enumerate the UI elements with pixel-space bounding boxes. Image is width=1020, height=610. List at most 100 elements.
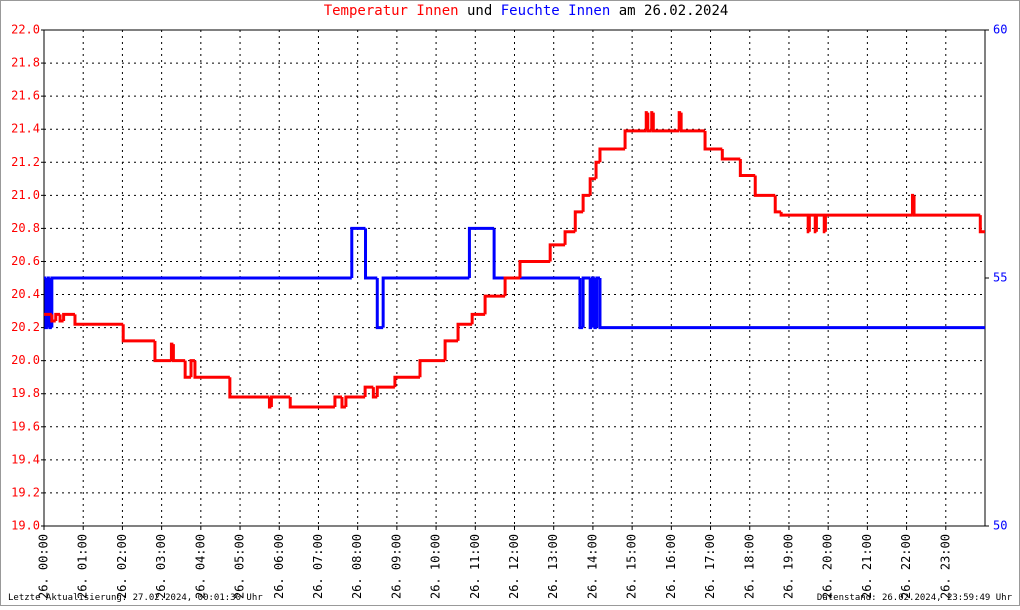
y-tick-label: 19.4 xyxy=(11,452,40,466)
line-segment xyxy=(344,395,366,407)
line-segment xyxy=(581,193,591,212)
footnote: Letzte Aktualisierung: 27.02.2024, 00:01… xyxy=(8,593,263,603)
x-tick-label: 26. 19:00 xyxy=(781,534,795,599)
line-segment xyxy=(753,175,776,197)
x-tick-label: 26. 07:00 xyxy=(311,534,325,599)
line-segment xyxy=(62,312,75,321)
line-segment xyxy=(492,228,580,280)
title-text: am 26.02.2024 xyxy=(619,3,729,19)
line-segment xyxy=(518,259,551,278)
y-tick-label: 19.2 xyxy=(11,485,40,499)
x-tick-label: 26. 10:00 xyxy=(429,534,443,599)
x-tick-label: 26. 06:00 xyxy=(272,534,286,599)
line-segment xyxy=(73,314,124,326)
line-segment xyxy=(288,397,335,409)
y-tick-label: 19.6 xyxy=(11,419,40,433)
line-segment xyxy=(58,314,64,323)
x-tick-label: 26. 21:00 xyxy=(860,534,874,599)
line-segment xyxy=(651,112,680,133)
line-segment xyxy=(364,228,378,280)
x-tick-label: 26. 04:00 xyxy=(193,534,207,599)
x-tick-label: 26. 02:00 xyxy=(115,534,129,599)
line-segment xyxy=(703,130,723,151)
x-tick-label: 26. 16:00 xyxy=(664,534,678,599)
title-series-2: Feuchte Innen xyxy=(501,3,611,19)
line-segment xyxy=(483,294,506,315)
x-tick-label: 26. 00:00 xyxy=(37,534,51,599)
line-segment xyxy=(470,312,486,325)
line-segment xyxy=(183,360,192,379)
line-segment xyxy=(573,210,584,232)
x-tick-label: 26. 12:00 xyxy=(507,534,521,599)
x-tick-label: 26. 14:00 xyxy=(585,534,599,599)
y-tick-label: 20.0 xyxy=(11,353,40,367)
line-segment xyxy=(193,360,230,379)
x-tick-label: 26. 13:00 xyxy=(546,534,560,599)
x-tick-label: 26. 09:00 xyxy=(389,534,403,599)
x-tick-label: 26. 22:00 xyxy=(899,534,913,599)
line-segment xyxy=(418,359,446,378)
y-tick-label: 20.6 xyxy=(11,254,40,268)
x-tick-label: 26. 05:00 xyxy=(233,534,247,599)
x-tick-label: 26. 23:00 xyxy=(938,534,952,599)
line-segment xyxy=(269,395,291,407)
line-segment xyxy=(563,230,576,245)
line-segment xyxy=(350,226,366,278)
line-segment xyxy=(598,278,985,330)
line-segment xyxy=(54,312,61,321)
x-tick-label: 26. 15:00 xyxy=(625,534,639,599)
y-tick-label: 19.8 xyxy=(11,386,40,400)
line-segment xyxy=(623,129,647,150)
y2-tick-label: 60 xyxy=(993,23,1007,37)
line-segment xyxy=(581,276,591,328)
line-segment xyxy=(823,213,913,232)
line-segment xyxy=(679,112,706,133)
x-tick-label: 26. 11:00 xyxy=(468,534,482,599)
line-segment xyxy=(720,149,741,161)
line-segment xyxy=(598,147,626,163)
y-tick-label: 21.0 xyxy=(11,188,40,202)
y-tick-label: 21.2 xyxy=(11,155,40,169)
x-tick-label: 26. 18:00 xyxy=(742,534,756,599)
footnote: Datenstand: 26.02.2024, 23:59:49 Uhr xyxy=(817,593,1013,603)
y-tick-label: 20.4 xyxy=(11,287,40,301)
line-segment xyxy=(171,344,186,363)
line-segment xyxy=(121,324,155,343)
line-segment xyxy=(910,193,915,216)
y-tick-label: 21.6 xyxy=(11,89,40,103)
line-segment xyxy=(503,276,520,297)
line-segment xyxy=(807,213,816,232)
line-segment xyxy=(50,276,352,328)
line-segment xyxy=(393,375,421,388)
y2-tick-label: 50 xyxy=(993,519,1007,533)
line-segment xyxy=(912,195,981,217)
line-segment xyxy=(594,160,600,179)
line-segment xyxy=(456,322,473,341)
title-text: und xyxy=(467,3,492,19)
line-segment xyxy=(381,276,470,328)
line-segment xyxy=(588,177,597,196)
y-tick-label: 20.2 xyxy=(11,320,40,334)
line-segment xyxy=(169,342,174,361)
line-segment xyxy=(467,226,495,278)
x-tick-label: 26. 03:00 xyxy=(154,534,168,599)
y-tick-label: 20.8 xyxy=(11,221,40,235)
line-segment xyxy=(375,278,384,330)
y-tick-label: 22.0 xyxy=(11,23,40,37)
x-tick-label: 26. 20:00 xyxy=(821,534,835,599)
line-segment xyxy=(153,340,172,363)
y-tick-label: 21.4 xyxy=(11,122,40,136)
line-segment xyxy=(363,385,374,398)
line-segment xyxy=(443,339,459,361)
x-tick-label: 26. 01:00 xyxy=(76,534,90,599)
line-segment xyxy=(738,158,756,177)
line-segment xyxy=(548,243,566,262)
line-segment xyxy=(375,385,395,398)
x-tick-label: 26. 08:00 xyxy=(350,534,364,599)
line-segment xyxy=(228,377,270,399)
y-tick-label: 21.8 xyxy=(11,56,40,70)
line-segment xyxy=(779,211,809,217)
line-segment xyxy=(814,213,825,232)
